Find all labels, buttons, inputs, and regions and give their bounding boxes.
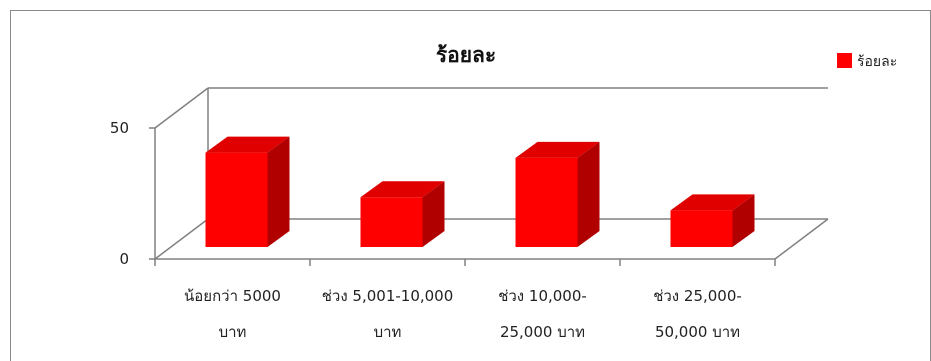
x-category-label: บาท <box>374 323 402 341</box>
x-category-label: บาท <box>219 323 247 341</box>
category-labels: น้อยกว่า 5000 บาท ช่วง 5,001-10,000 บาท ช่วง… <box>184 287 742 341</box>
bar-side-face <box>267 136 290 247</box>
bar-series <box>205 136 755 247</box>
bar-front-face <box>360 197 423 247</box>
legend: ร้อยละ <box>837 53 897 70</box>
x-category-label: น้อยกว่า 5000 <box>184 287 281 305</box>
x-axis-ticks <box>154 259 776 266</box>
legend-label: ร้อยละ <box>857 54 897 70</box>
bar <box>670 194 755 247</box>
bar <box>205 136 290 247</box>
bar-top-face <box>670 194 755 211</box>
bar-front-face <box>515 157 578 247</box>
bar-top-face <box>515 141 600 158</box>
bar-side-face <box>577 141 600 247</box>
floor-left-edge <box>154 218 209 260</box>
x-category-label: 50,000 บาท <box>655 323 740 341</box>
chart-title: ร้อยละ <box>436 43 496 67</box>
y-tick-label: 0 <box>119 250 129 268</box>
bar-top-face <box>205 136 290 153</box>
x-category-label: 25,000 บาท <box>500 323 585 341</box>
x-category-label: ช่วง 10,000- <box>498 287 587 305</box>
y-tick-label: 50 <box>110 119 129 137</box>
bar <box>360 181 445 247</box>
x-category-label: ช่วง 5,001-10,000 <box>322 287 454 305</box>
floor-right-edge <box>774 218 829 260</box>
bar-front-face <box>205 152 268 247</box>
y-axis-ticks: 0 50 <box>110 119 155 268</box>
left-wall-top-edge <box>154 87 209 129</box>
bar-side-face <box>422 181 445 247</box>
bar-top-face <box>360 181 445 198</box>
bar <box>515 141 600 247</box>
legend-swatch <box>837 53 852 68</box>
bar-side-face <box>732 194 755 247</box>
x-category-label: ช่วง 25,000- <box>653 287 742 305</box>
bar-front-face <box>670 210 733 247</box>
